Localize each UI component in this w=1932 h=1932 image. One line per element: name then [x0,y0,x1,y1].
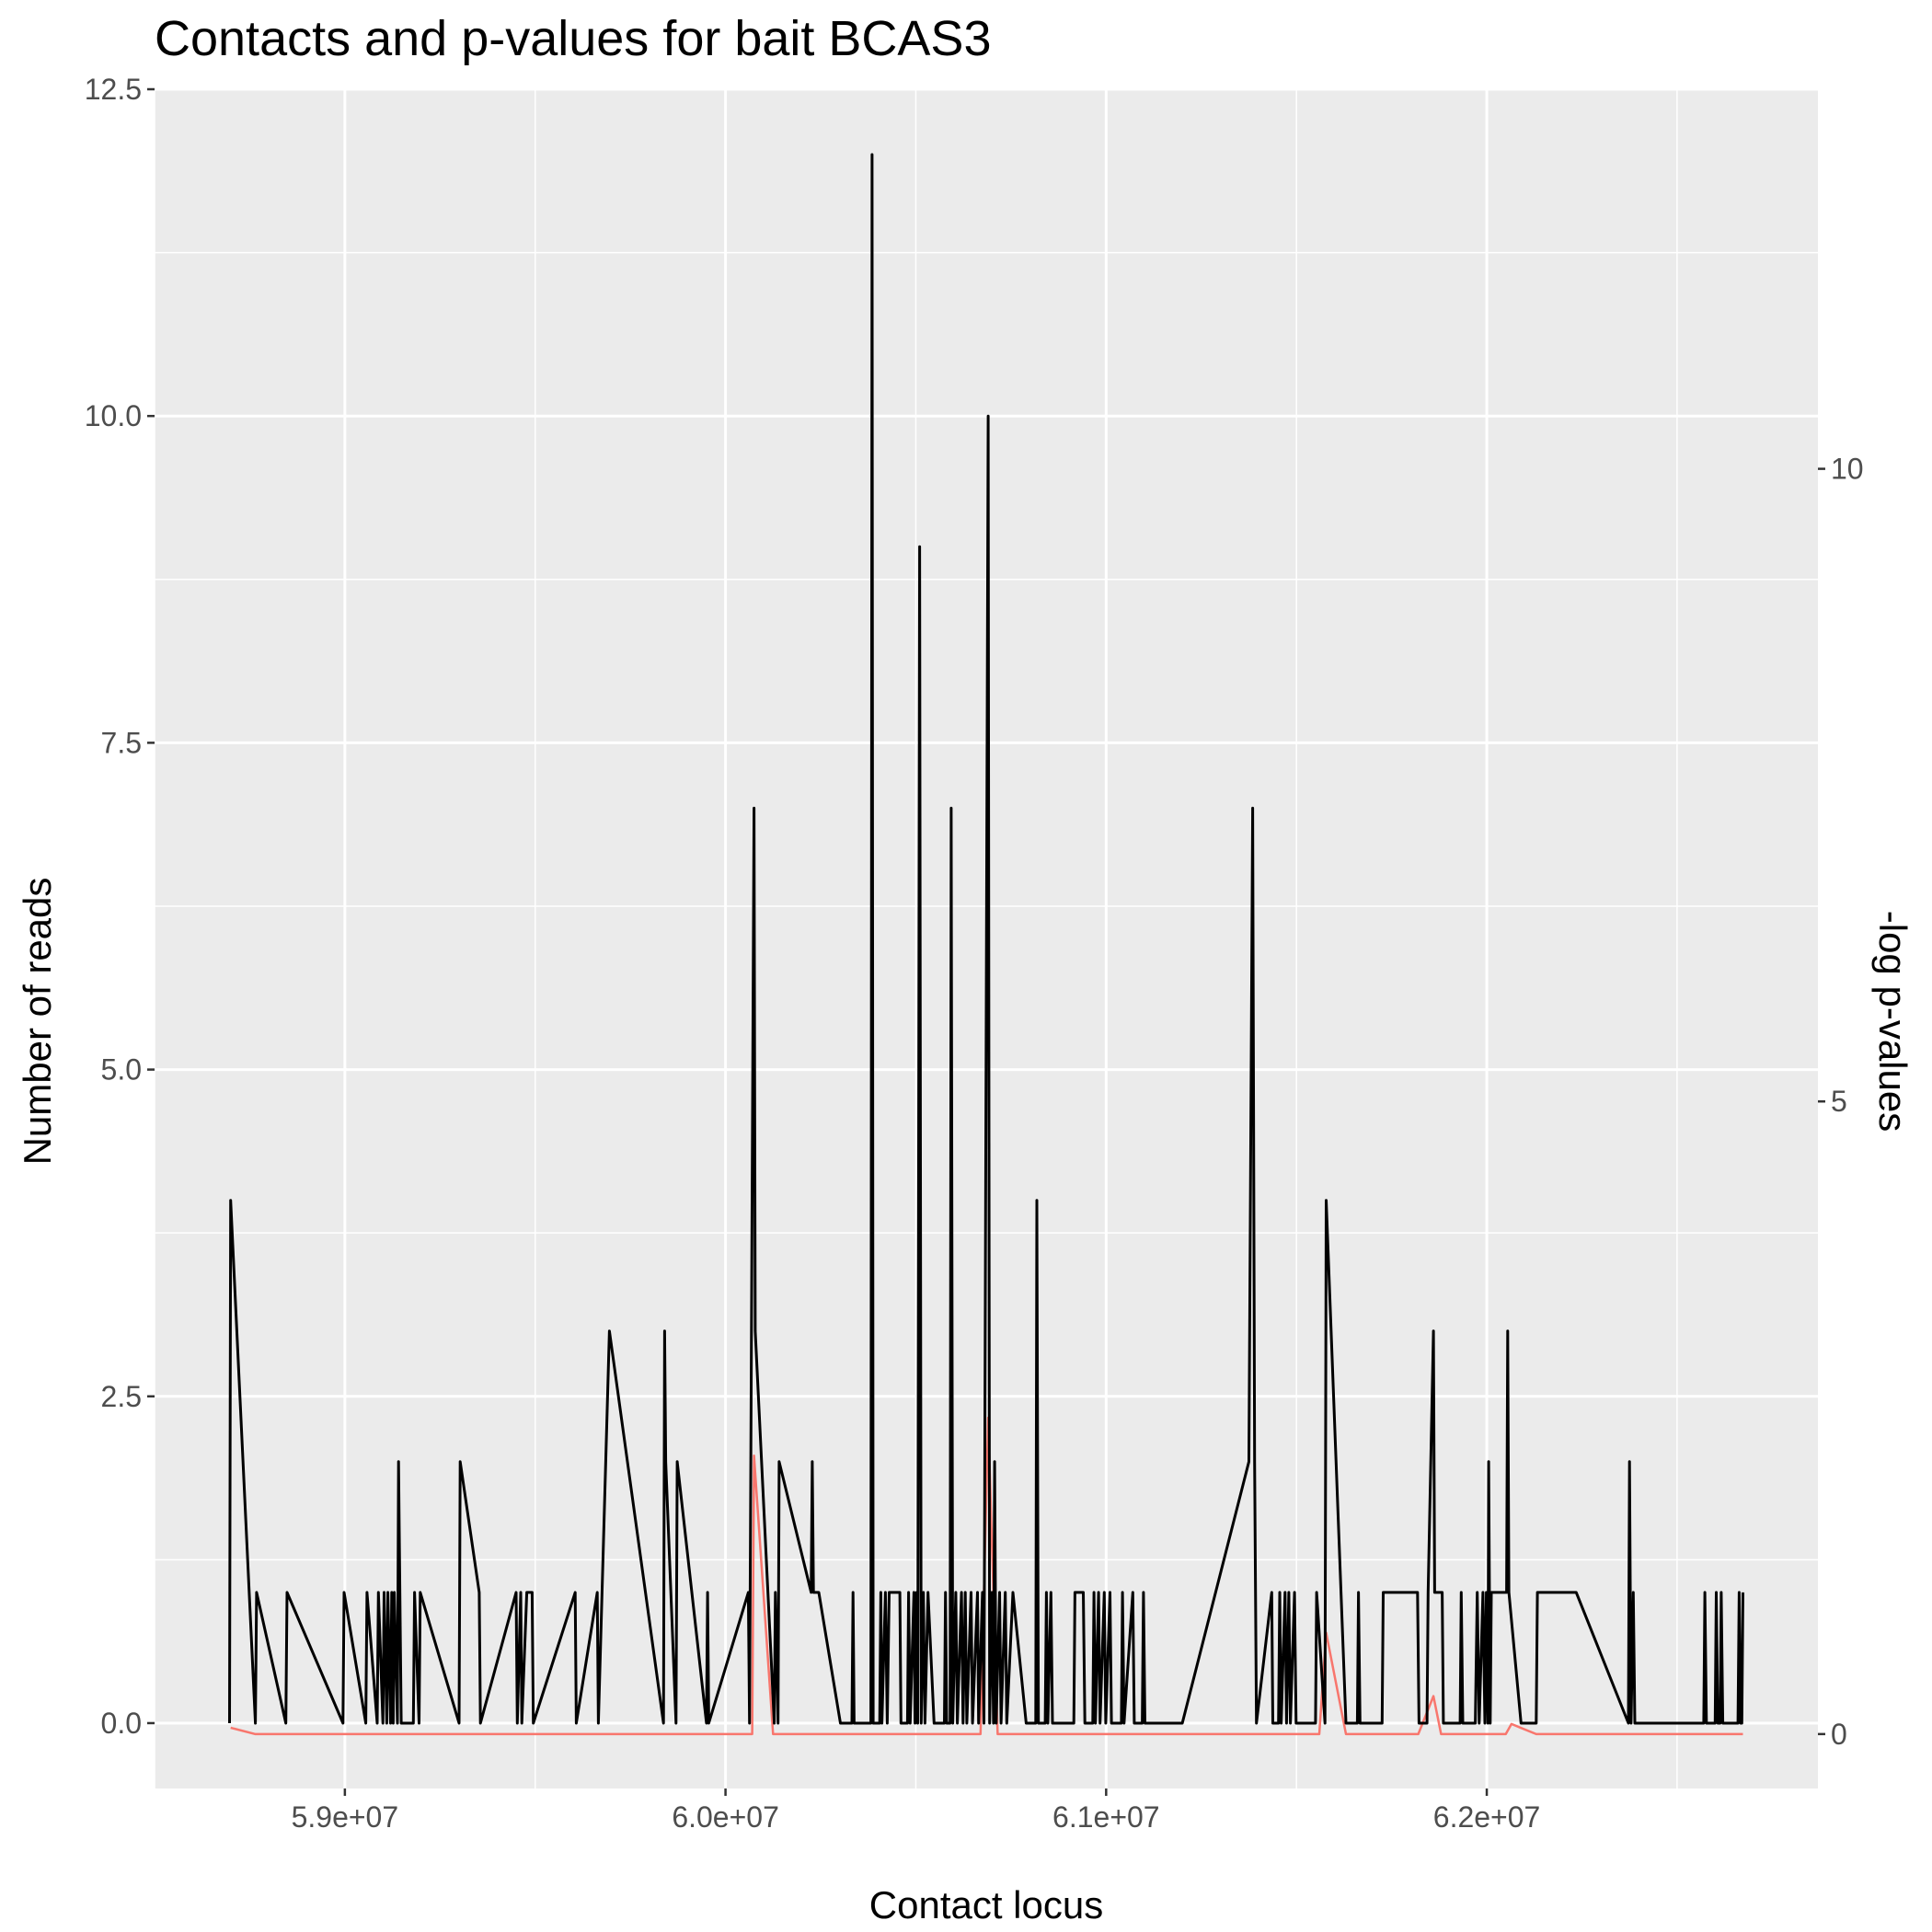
x-tick-label: 5.9e+07 [292,1800,399,1834]
y-tick-label: 5.0 [101,1053,142,1087]
x-axis: 5.9e+07 6.0e+07 6.1e+07 6.2e+07 [292,1788,1541,1834]
y-tick-label: 0.0 [101,1707,142,1740]
chart-title: Contacts and p-values for bait BCAS3 [155,11,991,66]
minor-y-gridlines [155,251,1818,1561]
minor-x-gridlines [154,89,1678,1788]
y-tick-label: 12.5 [85,73,142,106]
series-layer [228,153,1744,1736]
y2-tick-label: 5 [1831,1085,1847,1118]
y2-tick-label: 0 [1831,1718,1847,1751]
reads-series-line [228,153,1744,1725]
y-tick-label: 10.0 [85,399,142,432]
y-axis-title: Number of reads [16,878,59,1166]
x-tick-label: 6.1e+07 [1052,1800,1160,1834]
x-axis-title: Contact locus [869,1883,1103,1926]
y-tick-label: 7.5 [101,726,142,759]
x-tick-label: 6.0e+07 [672,1800,779,1834]
y-axis-right: 0 5 10 [1818,453,1864,1751]
y-axis-left: 0.0 2.5 5.0 7.5 10.0 12.5 [85,73,155,1740]
x-tick-label: 6.2e+07 [1433,1800,1541,1834]
major-x-gridlines [343,89,1489,1788]
y2-tick-label: 10 [1831,453,1864,486]
y-tick-label: 2.5 [101,1380,142,1413]
y2-axis-title: -log p-values [1871,911,1915,1132]
